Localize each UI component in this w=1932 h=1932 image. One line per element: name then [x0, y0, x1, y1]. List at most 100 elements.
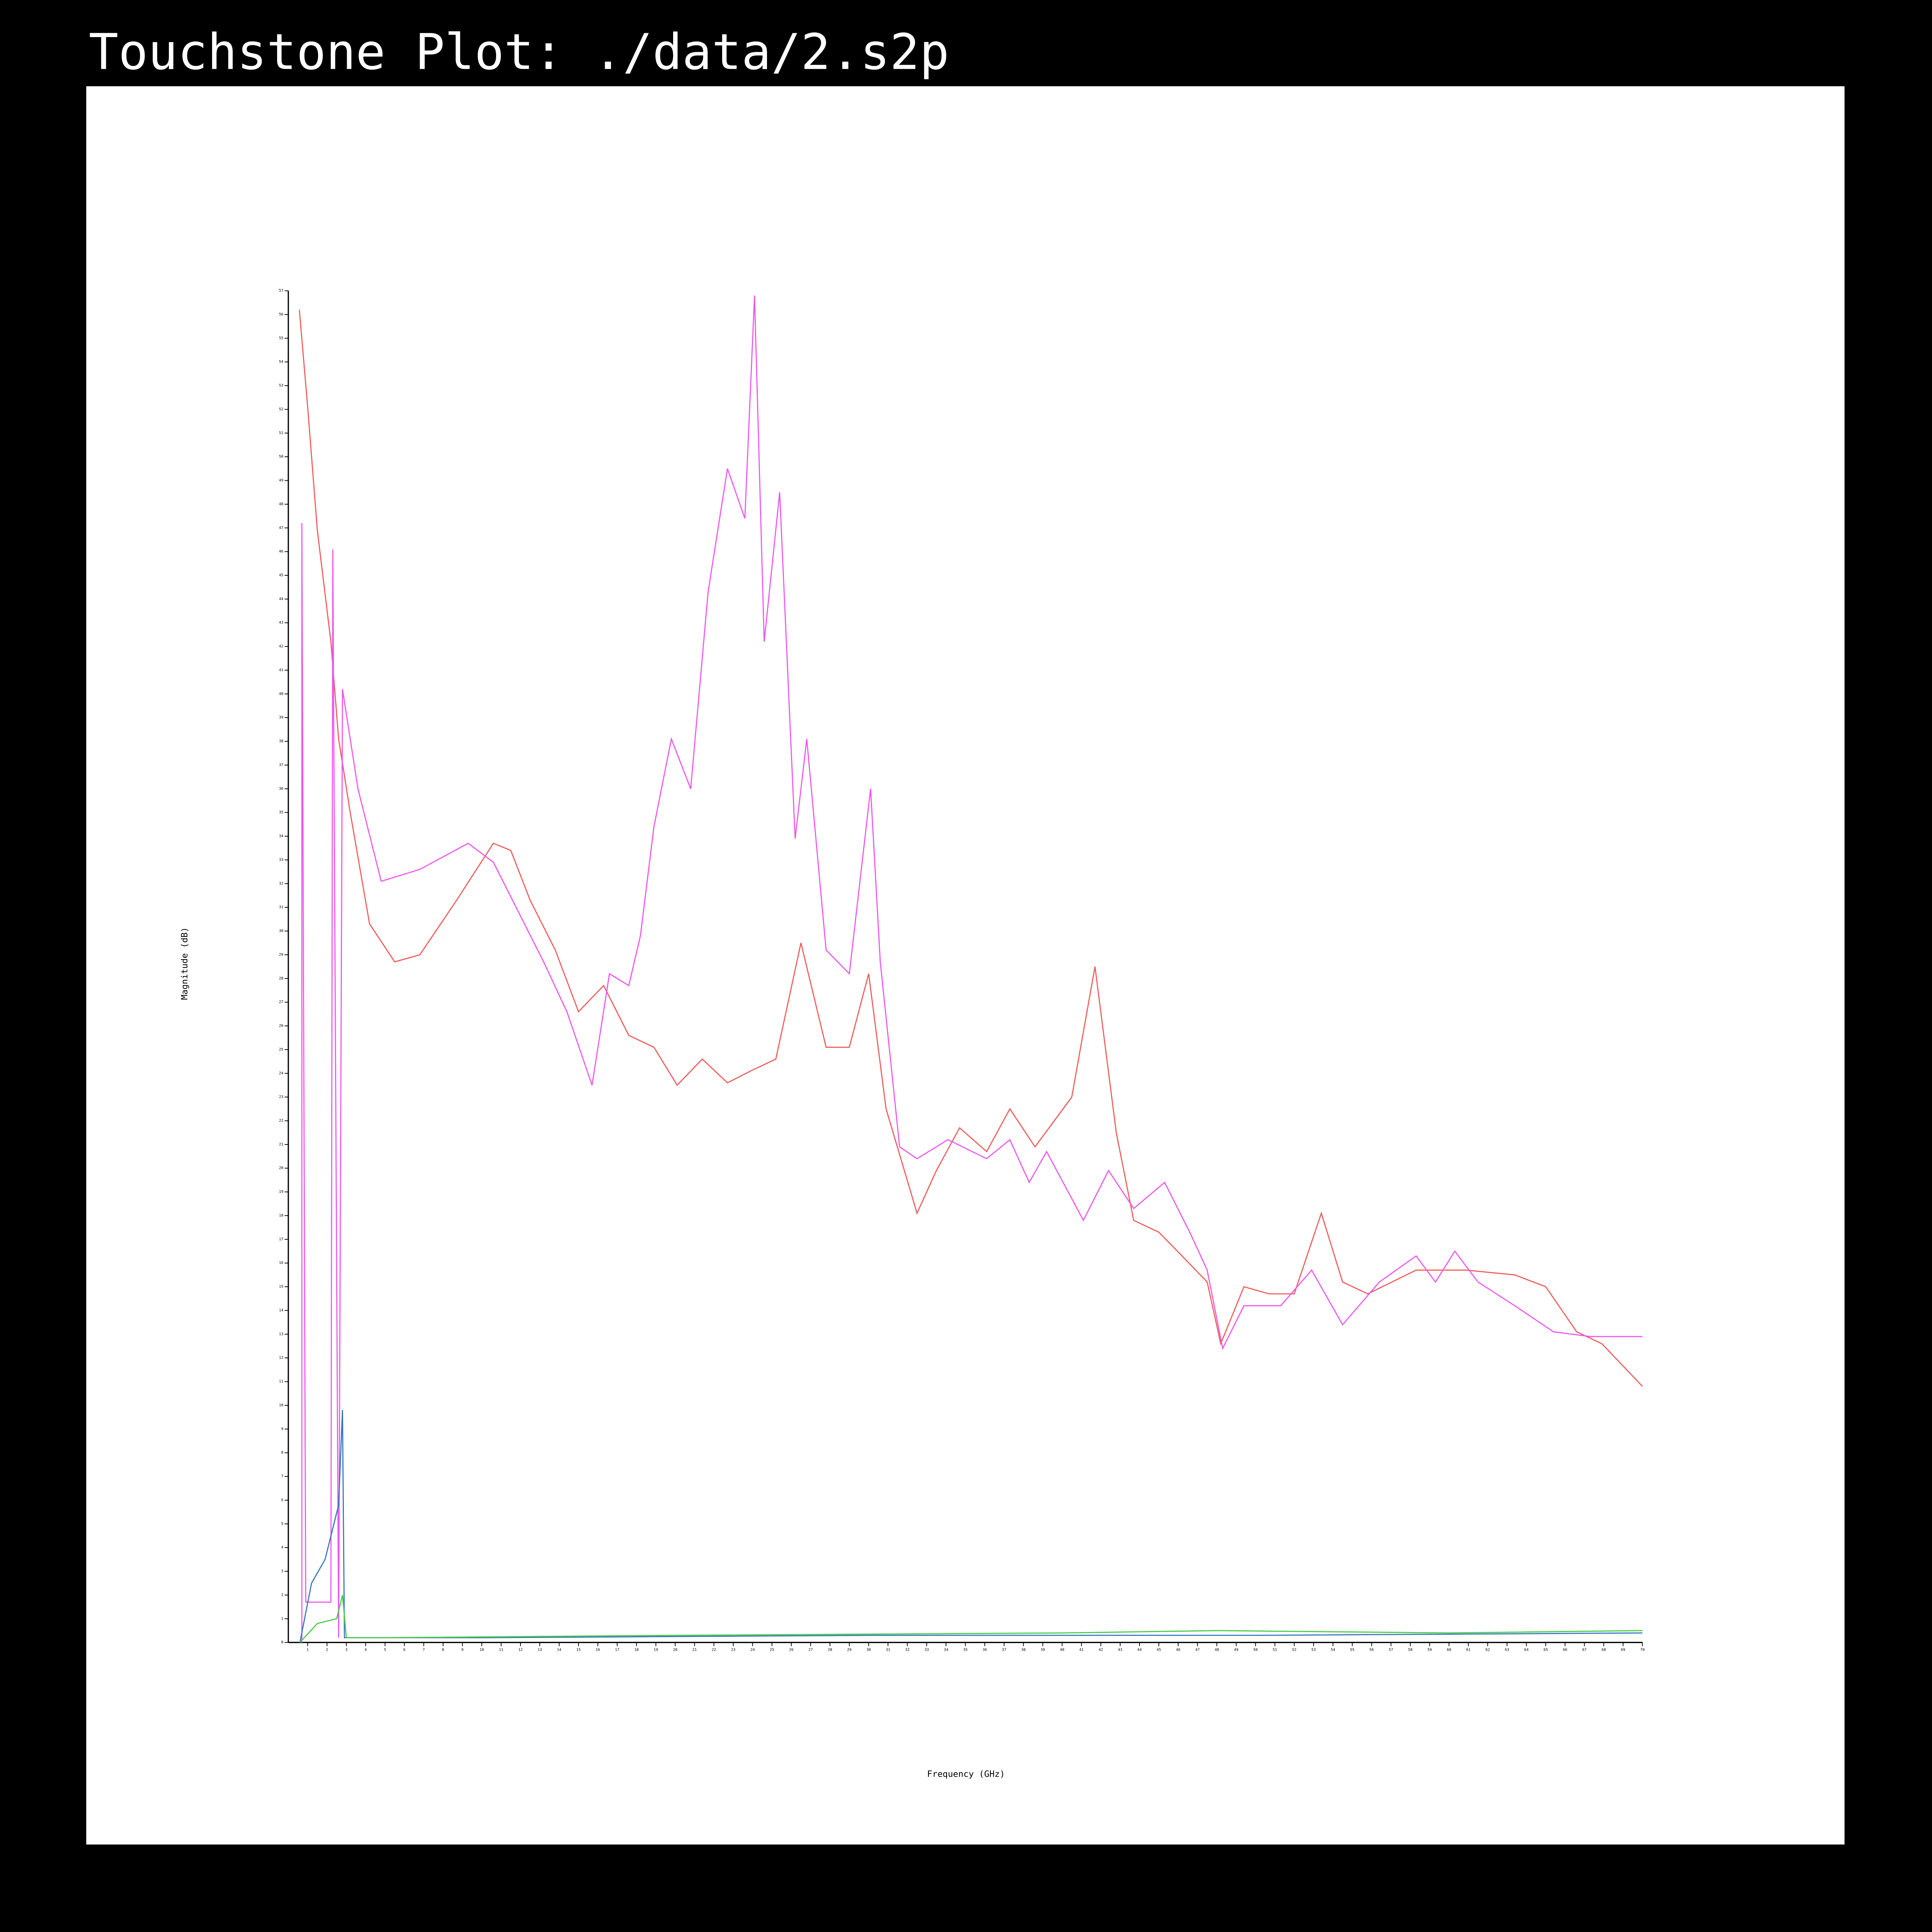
- x-tick-label: 36: [983, 1648, 987, 1652]
- y-tick-label: 19: [279, 1190, 284, 1194]
- x-tick-label: 54: [1331, 1648, 1335, 1652]
- x-tick-label: 42: [1099, 1648, 1103, 1652]
- x-tick-label: 20: [673, 1648, 678, 1652]
- x-tick-label: 10: [480, 1648, 484, 1652]
- y-tick-label: 45: [279, 573, 284, 577]
- series-line: [301, 295, 1643, 1643]
- y-tick-label: 0: [281, 1640, 284, 1645]
- x-tick-label: 68: [1602, 1648, 1606, 1652]
- x-tick-label: 53: [1311, 1648, 1316, 1652]
- x-tick-label: 48: [1214, 1648, 1219, 1652]
- y-tick-label: 10: [279, 1403, 284, 1407]
- x-tick-label: 8: [442, 1648, 444, 1652]
- x-tick-label: 65: [1544, 1648, 1548, 1652]
- y-tick-label: 40: [279, 692, 284, 696]
- y-tick-label: 50: [279, 455, 284, 459]
- y-tick-label: 32: [279, 881, 284, 886]
- y-tick-label: 46: [279, 549, 284, 554]
- x-tick-label: 32: [905, 1648, 910, 1652]
- x-tick-label: 63: [1505, 1648, 1509, 1652]
- y-tick-label: 11: [279, 1379, 284, 1384]
- x-tick-label: 6: [403, 1648, 406, 1652]
- x-tick-label: 23: [731, 1648, 736, 1652]
- y-tick-label: 26: [279, 1024, 284, 1028]
- y-tick-label: 57: [279, 289, 284, 293]
- x-tick-label: 66: [1563, 1648, 1568, 1652]
- x-tick-label: 33: [925, 1648, 929, 1652]
- x-tick-label: 43: [1118, 1648, 1122, 1652]
- x-tick-label: 22: [712, 1648, 716, 1652]
- x-tick-label: 46: [1176, 1648, 1180, 1652]
- x-tick-label: 9: [461, 1648, 464, 1652]
- y-tick-label: 8: [281, 1451, 284, 1455]
- y-tick-label: 29: [279, 952, 284, 957]
- x-tick-label: 11: [499, 1648, 503, 1652]
- x-tick-label: 35: [963, 1648, 968, 1652]
- x-tick-label: 47: [1195, 1648, 1200, 1652]
- y-tick-label: 7: [281, 1475, 284, 1479]
- y-tick-label: 37: [279, 763, 284, 767]
- y-tick-label: 41: [279, 668, 284, 672]
- x-tick-label: 12: [518, 1648, 523, 1652]
- y-tick-label: 9: [281, 1427, 284, 1431]
- x-tick-label: 17: [615, 1648, 620, 1652]
- y-tick-label: 53: [279, 384, 284, 388]
- x-tick-label: 37: [1002, 1648, 1007, 1652]
- x-tick-label: 58: [1408, 1648, 1413, 1652]
- x-tick-label: 1: [306, 1648, 309, 1652]
- x-tick-label: 56: [1369, 1648, 1374, 1652]
- y-tick-label: 42: [279, 645, 284, 649]
- x-tick-label: 34: [944, 1648, 949, 1652]
- x-tick-label: 60: [1447, 1648, 1451, 1652]
- y-tick-label: 49: [279, 478, 284, 483]
- y-tick-label: 36: [279, 787, 284, 791]
- x-tick-label: 39: [1041, 1648, 1045, 1652]
- x-tick-label: 67: [1582, 1648, 1587, 1652]
- y-tick-label: 52: [279, 407, 284, 412]
- x-tick-label: 41: [1079, 1648, 1084, 1652]
- x-tick-label: 13: [537, 1648, 542, 1652]
- y-tick-label: 43: [279, 621, 284, 625]
- y-tick-label: 5: [281, 1522, 284, 1526]
- x-tick-label: 45: [1156, 1648, 1161, 1652]
- x-axis-label: Frequency (GHz): [927, 1769, 1005, 1779]
- y-tick-label: 33: [279, 858, 284, 862]
- y-tick-label: 14: [279, 1308, 284, 1313]
- y-tick-label: 44: [279, 597, 284, 601]
- plot-panel: [86, 86, 1845, 1845]
- x-tick-label: 30: [866, 1648, 871, 1652]
- x-tick-label: 16: [595, 1648, 600, 1652]
- x-tick-label: 4: [365, 1648, 367, 1652]
- y-tick-label: 3: [281, 1569, 284, 1573]
- x-tick-label: 64: [1524, 1648, 1529, 1652]
- y-tick-label: 24: [279, 1071, 284, 1075]
- y-tick-label: 51: [279, 431, 284, 435]
- y-tick-label: 54: [279, 360, 284, 364]
- x-tick-label: 19: [654, 1648, 658, 1652]
- x-tick-label: 24: [750, 1648, 755, 1652]
- y-tick-label: 38: [279, 739, 284, 743]
- y-tick-label: 1: [281, 1617, 284, 1621]
- x-tick-label: 50: [1253, 1648, 1258, 1652]
- x-tick-label: 38: [1021, 1648, 1026, 1652]
- y-tick-label: 18: [279, 1213, 284, 1218]
- y-tick-label: 39: [279, 716, 284, 720]
- x-tick-label: 49: [1234, 1648, 1239, 1652]
- x-tick-label: 57: [1389, 1648, 1393, 1652]
- y-tick-label: 35: [279, 810, 284, 815]
- y-tick-label: 31: [279, 905, 284, 910]
- y-tick-label: 22: [279, 1119, 284, 1123]
- y-tick-label: 55: [279, 336, 284, 340]
- y-tick-label: 6: [281, 1498, 284, 1502]
- x-tick-label: 26: [789, 1648, 794, 1652]
- x-tick-label: 51: [1273, 1648, 1277, 1652]
- y-tick-label: 4: [281, 1546, 284, 1550]
- x-tick-label: 21: [692, 1648, 697, 1652]
- y-tick-label: 56: [279, 312, 284, 316]
- y-tick-label: 47: [279, 526, 284, 530]
- y-tick-label: 17: [279, 1237, 284, 1242]
- y-tick-label: 16: [279, 1261, 284, 1265]
- x-tick-label: 59: [1427, 1648, 1432, 1652]
